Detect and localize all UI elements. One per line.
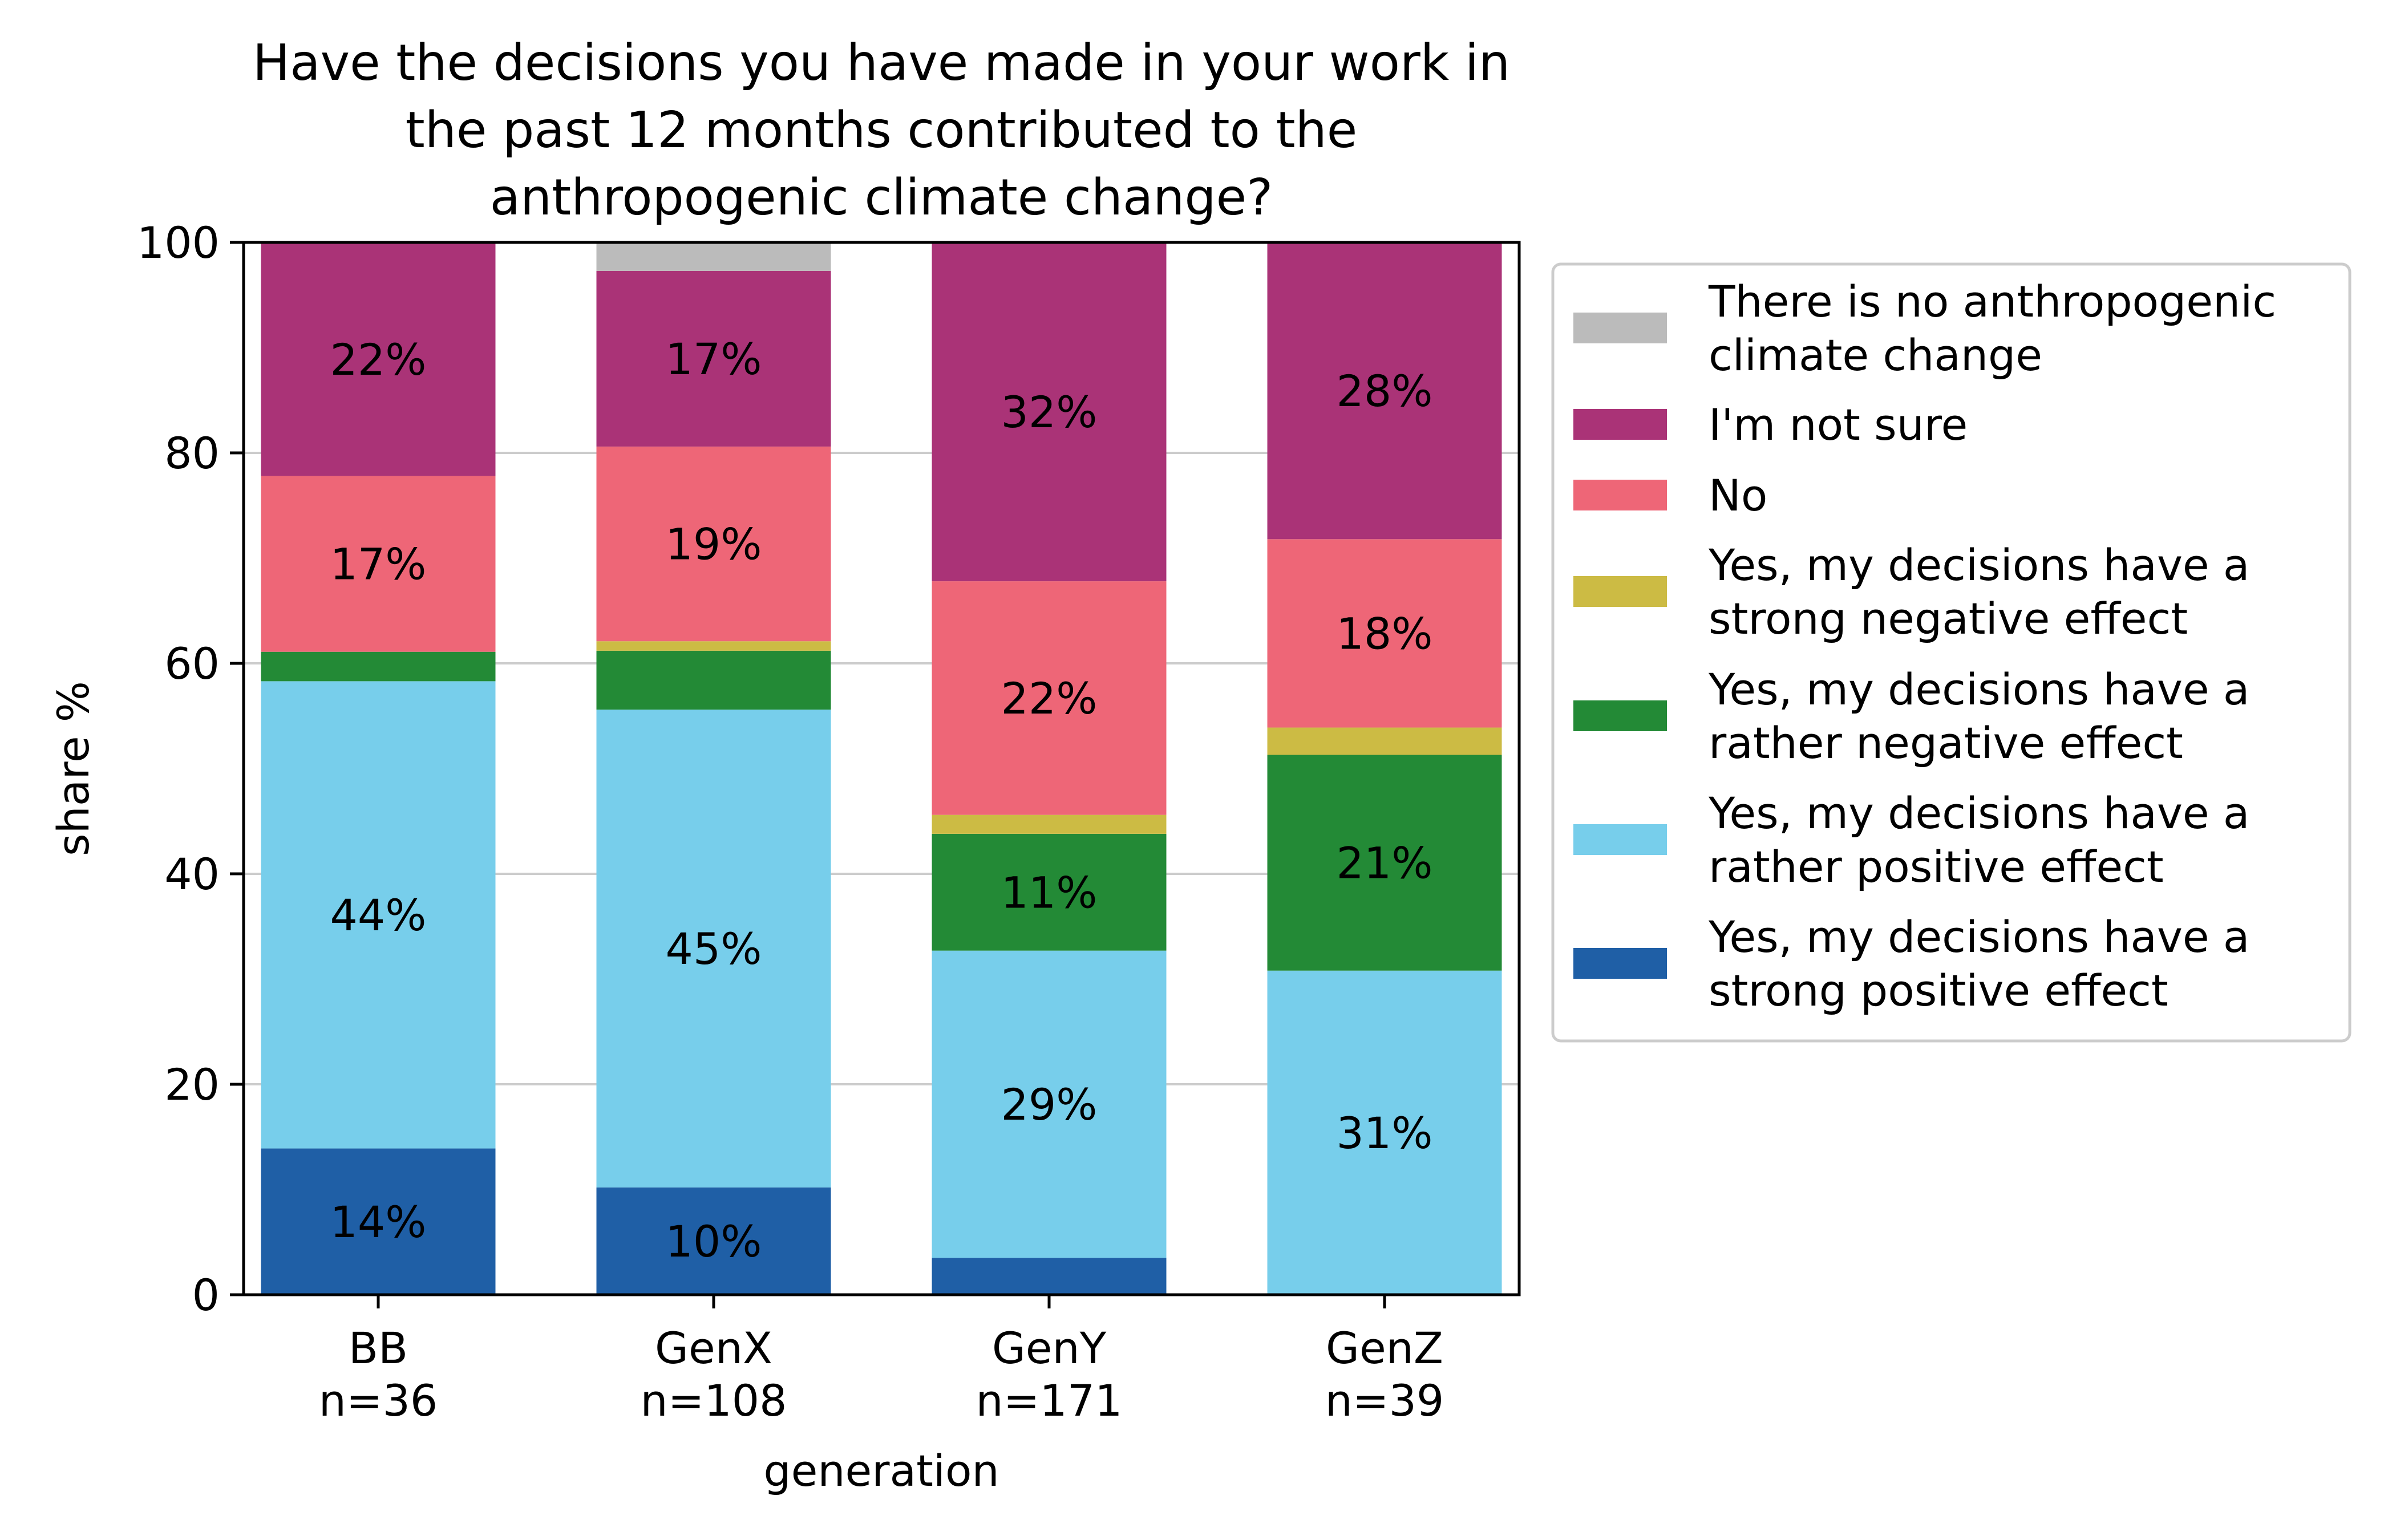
data-label: 22% [330, 334, 427, 385]
data-label: 32% [1001, 387, 1098, 437]
bar-segment [932, 833, 1167, 951]
data-label: 17% [330, 539, 427, 590]
data-label: 44% [330, 890, 427, 941]
legend-swatch [1573, 313, 1667, 343]
legend-label: strong negative effect [1709, 593, 2188, 644]
bar-segment [932, 242, 1167, 582]
legend-label: I'm not sure [1709, 399, 1968, 450]
legend-label: strong positive effect [1709, 965, 2168, 1016]
bar-segment [932, 581, 1167, 815]
y-axis: 0 20 40 60 80 100 [137, 217, 244, 1320]
bar-segment [261, 242, 496, 476]
legend-label: There is no anthropogenic [1708, 276, 2276, 327]
y-tick-label: 60 [164, 638, 220, 689]
x-tick-label: GenX [655, 1323, 772, 1373]
x-tick-sublabel: n=39 [1325, 1375, 1444, 1426]
legend-label: Yes, my decisions have a [1708, 911, 2249, 962]
legend-swatch [1573, 948, 1667, 979]
bar-segment [596, 650, 831, 710]
chart-title-line: anthropogenic climate change? [490, 168, 1273, 226]
legend-label: Yes, my decisions have a [1708, 788, 2249, 838]
y-tick-label: 100 [137, 217, 220, 268]
x-tick-sublabel: n=171 [976, 1375, 1123, 1426]
bar-segment [261, 476, 496, 652]
bar-segment [932, 1258, 1167, 1295]
x-axis-label: generation [763, 1445, 999, 1496]
x-tick-label: BB [349, 1323, 408, 1373]
bar-segment [1267, 242, 1502, 540]
bar-segment [596, 641, 831, 651]
legend-label: rather negative effect [1709, 718, 2183, 768]
data-label: 10% [666, 1216, 762, 1267]
x-tick-label: GenZ [1326, 1323, 1443, 1373]
data-label: 31% [1337, 1108, 1433, 1158]
legend-swatch [1573, 700, 1667, 731]
data-label: 19% [666, 519, 762, 570]
bar-segment [596, 270, 831, 447]
bar-segment [1267, 539, 1502, 728]
x-tick-label: GenY [992, 1323, 1107, 1373]
y-tick-label: 80 [164, 428, 220, 479]
chart-title-line: the past 12 months contributed to the [406, 101, 1358, 159]
data-label: 28% [1337, 366, 1433, 416]
data-label: 21% [1337, 838, 1433, 889]
bar-segment [596, 710, 831, 1188]
x-tick-sublabel: n=108 [641, 1375, 787, 1426]
legend-box [1551, 262, 2352, 1043]
y-tick-label: 0 [192, 1270, 220, 1320]
legend-entry: I'm not sure [1573, 399, 1968, 450]
plot-frame [242, 241, 1521, 1296]
bar-segment [596, 242, 831, 271]
data-label: 14% [330, 1197, 427, 1247]
bar-segment [261, 651, 496, 682]
legend-label: rather positive effect [1709, 841, 2164, 892]
data-label: 18% [1337, 608, 1433, 659]
legend-label: No [1709, 470, 1767, 521]
bar-segment [932, 950, 1167, 1258]
bar-segment [932, 814, 1167, 834]
legend-label: climate change [1709, 330, 2042, 380]
data-label: 45% [666, 923, 762, 974]
bar-segment [261, 1148, 496, 1295]
bars [261, 242, 1502, 1295]
data-label: 22% [1001, 673, 1098, 724]
legend-entry: No [1573, 470, 1767, 521]
bar-segment [1267, 727, 1502, 755]
bar-segment [261, 681, 496, 1149]
legend-label: Yes, my decisions have a [1708, 664, 2249, 715]
chart-title-line: Have the decisions you have made in your… [253, 34, 1510, 92]
x-tick-sublabel: n=36 [319, 1375, 438, 1426]
legend-label: Yes, my decisions have a [1708, 540, 2249, 590]
y-tick-label: 20 [164, 1059, 220, 1110]
chart-title: Have the decisions you have made in your… [253, 34, 1510, 226]
y-axis-label: share % [48, 681, 99, 856]
bar-segment [1267, 755, 1502, 971]
legend-swatch [1573, 824, 1667, 855]
data-label: 11% [1001, 867, 1098, 918]
legend-swatch [1573, 409, 1667, 440]
bar-segment [1267, 970, 1502, 1295]
data-label: 29% [1001, 1079, 1098, 1130]
bar-segment [596, 1187, 831, 1295]
bar-segment [596, 446, 831, 642]
legend-swatch [1573, 576, 1667, 607]
y-tick-label: 40 [164, 849, 220, 899]
legend-swatch [1573, 480, 1667, 510]
segment-labels: 14% 44% 17% 22% 10% 45% 19% 17% 29% 11% 22% 32% 31% 2… [330, 334, 1433, 1267]
data-label: 17% [666, 334, 762, 384]
